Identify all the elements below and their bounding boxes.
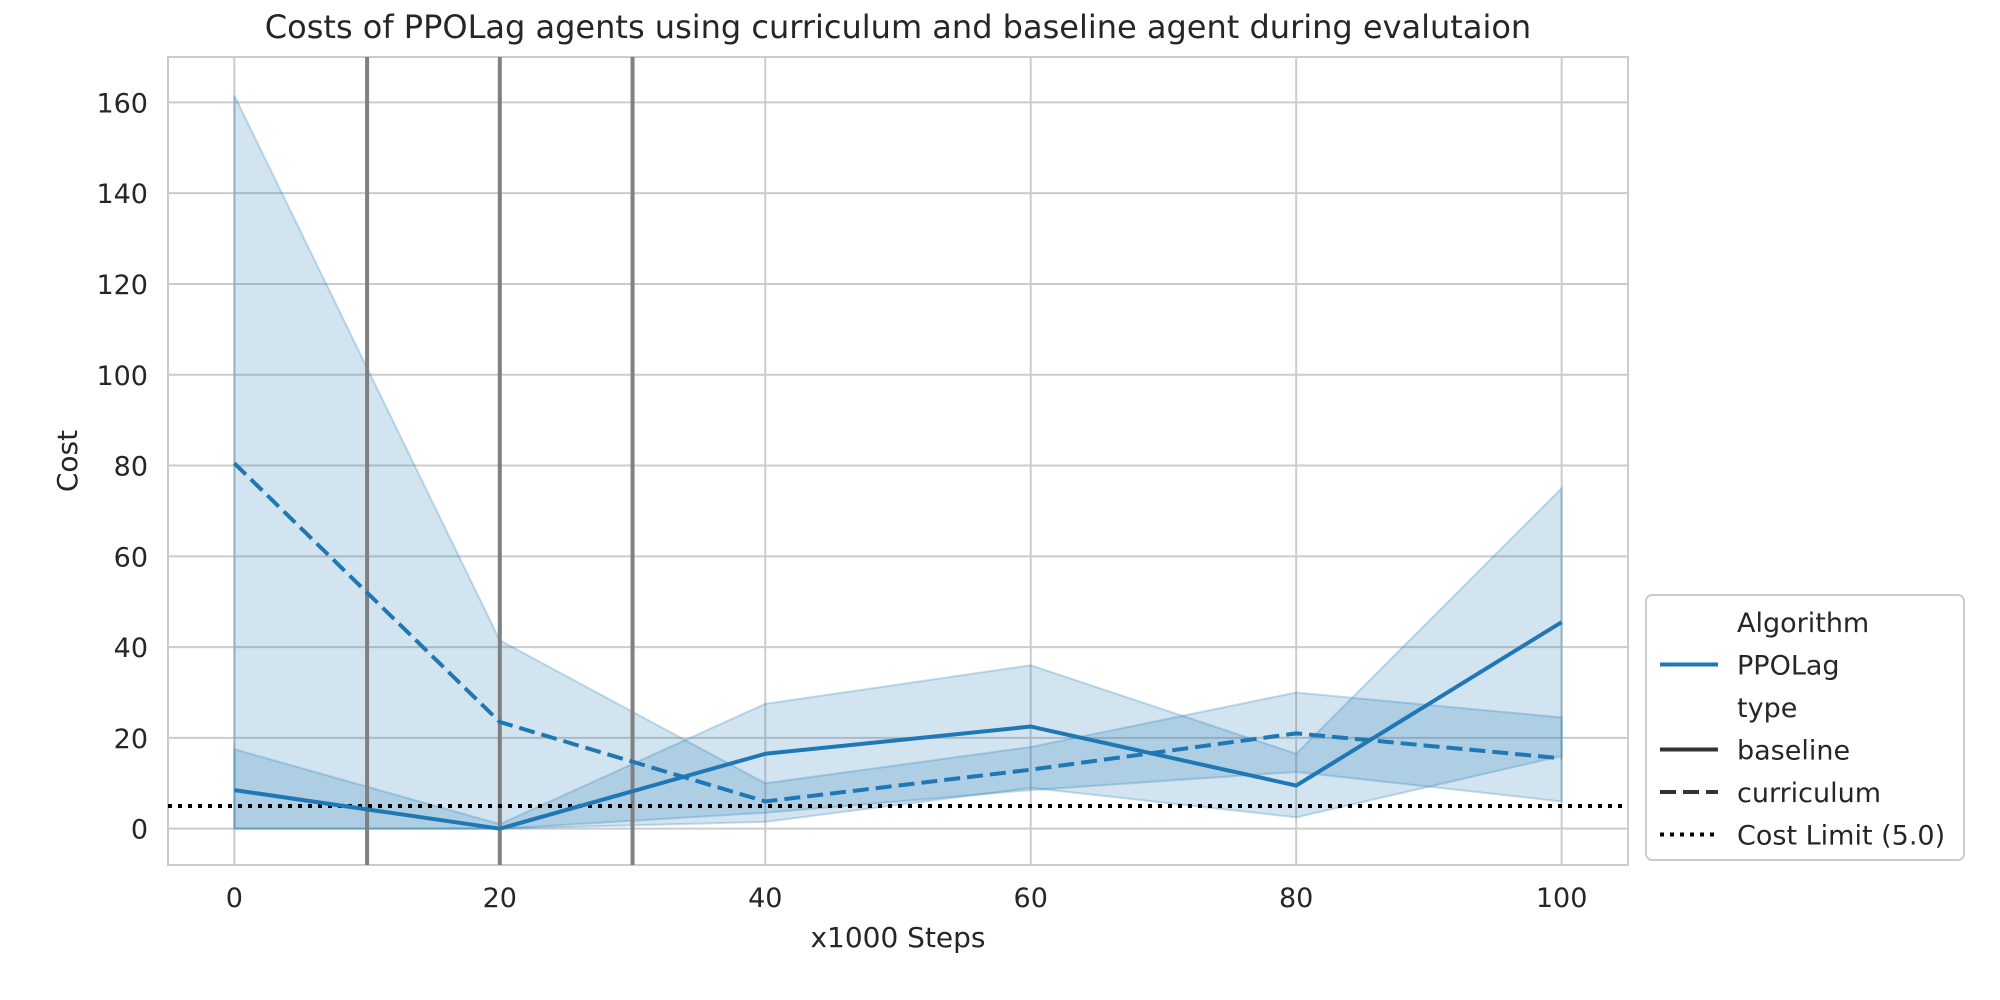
series-lines [232, 461, 1563, 831]
legend-items: Algorithm PPOLag type baseline curriculum Cos… [1660, 608, 1945, 852]
curriculum-stage-lines [365, 57, 635, 865]
y-tick-label: 20 [114, 724, 148, 755]
y-tick-label: 80 [114, 452, 148, 483]
x-tick-label: 0 [226, 883, 243, 914]
y-tick-label: 0 [131, 815, 148, 846]
y-tick-label: 160 [96, 88, 148, 119]
legend: Algorithm PPOLag type baseline curriculum Cos… [1645, 594, 1965, 861]
line-baseline [234, 620, 1563, 831]
y-tick-label: 100 [96, 361, 148, 392]
legend-label: Algorithm [1737, 608, 1869, 639]
legend-label: PPOLag [1737, 651, 1840, 682]
legend-label: type [1737, 693, 1797, 724]
grid-lines [168, 57, 1628, 865]
legend-box [1645, 594, 1965, 861]
tick-labels: 0 20 40 60 80 100 0 20 40 60 80 100 120 140 160 [96, 88, 1587, 914]
y-axis-label: Cost [51, 430, 84, 492]
x-tick-label: 40 [748, 883, 782, 914]
y-tick-label: 60 [114, 542, 148, 573]
y-tick-label: 120 [96, 270, 148, 301]
legend-label: baseline [1737, 736, 1850, 767]
legend-label: Cost Limit (5.0) [1737, 821, 1945, 852]
x-axis-label: x1000 Steps [810, 921, 985, 954]
x-tick-label: 20 [483, 883, 517, 914]
legend-label: curriculum [1737, 778, 1881, 809]
y-tick-label: 140 [96, 179, 148, 210]
x-tick-label: 60 [1014, 883, 1048, 914]
y-tick-label: 40 [114, 633, 148, 664]
x-tick-label: 100 [1536, 883, 1588, 914]
x-tick-label: 80 [1279, 883, 1313, 914]
line-curriculum [232, 461, 1562, 804]
chart-title: Costs of PPOLag agents using curriculum … [265, 8, 1531, 46]
